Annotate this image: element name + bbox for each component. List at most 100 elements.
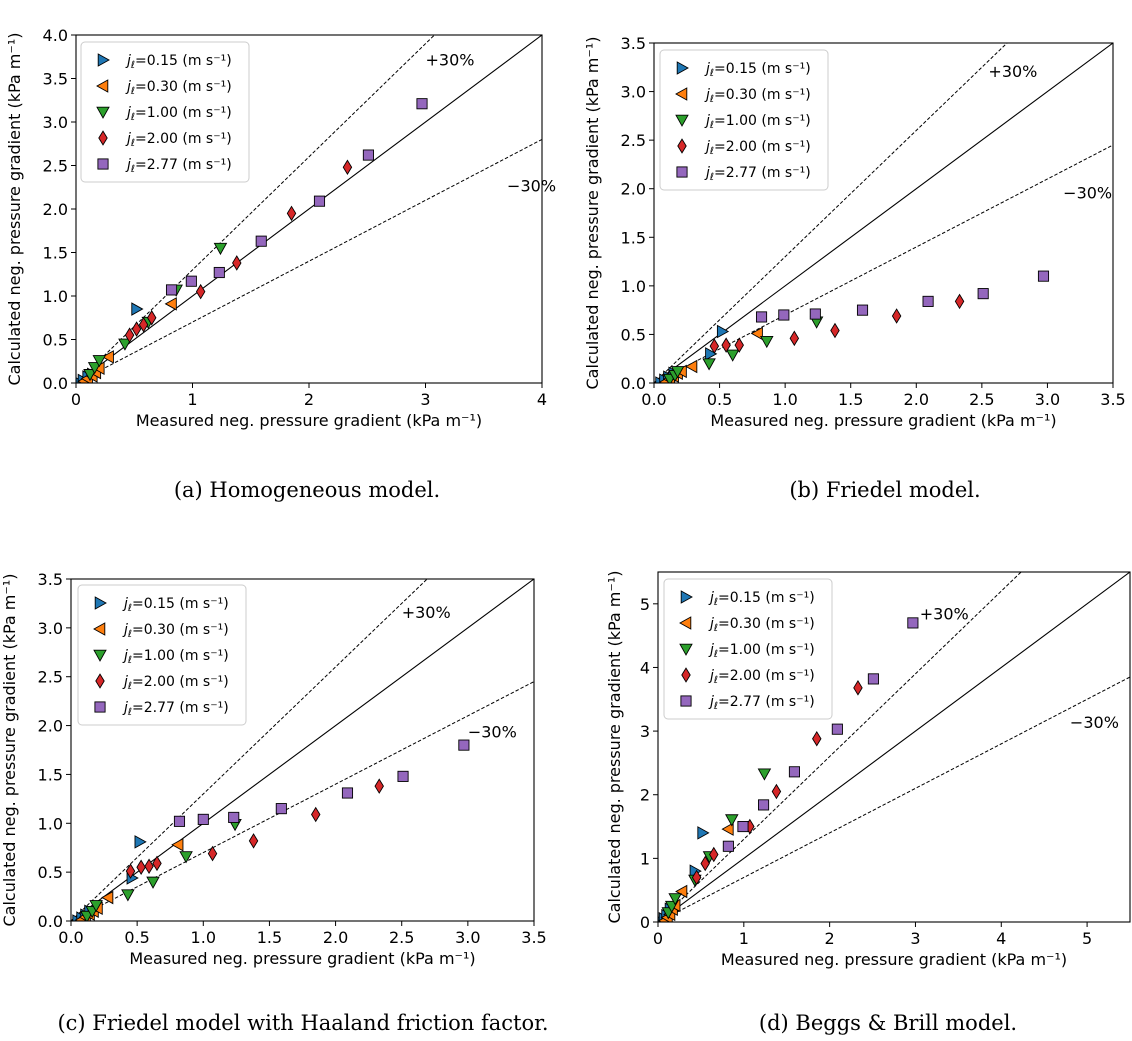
y-tick-label: 1.0	[43, 287, 68, 306]
legend: jℓ=0.15 (m s⁻¹) jℓ=0.30 (m s⁻¹) jℓ=1.00 (m…	[659, 49, 829, 191]
x-tick-label: 2	[825, 929, 835, 948]
legend-box	[80, 41, 250, 183]
data-point	[716, 324, 730, 339]
legend-marker	[93, 622, 106, 636]
legend-marker	[95, 673, 105, 689]
y-axis-label: Calculated neg. pressure gradient (kPa m…	[605, 571, 624, 924]
percent-annotation: +30%	[426, 50, 475, 69]
parity-line	[654, 43, 1113, 383]
parity-line	[76, 35, 542, 383]
x-tick-label: 1.0	[191, 928, 216, 947]
data-point	[1037, 270, 1050, 282]
legend-marker	[676, 61, 689, 75]
data-point	[101, 350, 114, 364]
data-point	[374, 778, 384, 794]
minus-30-line	[654, 144, 1113, 383]
legend-marker	[681, 667, 691, 683]
plus-30-line	[71, 579, 428, 921]
x-axis-label: Measured neg. pressure gradient (kPa m⁻¹…	[129, 949, 475, 968]
axes-frame	[657, 571, 1131, 923]
y-tick-label: 3.5	[38, 570, 63, 589]
y-tick-label: 2.5	[43, 157, 68, 176]
data-point	[341, 787, 354, 799]
plus-30-line	[658, 572, 1022, 922]
data-point	[856, 304, 869, 316]
data-point	[721, 337, 731, 353]
data-point	[458, 739, 470, 751]
x-tick-label: 2.0	[904, 390, 929, 409]
x-tick-label: 3	[910, 929, 920, 948]
data-point	[125, 863, 136, 879]
data-point	[83, 369, 97, 382]
data-point	[789, 330, 800, 347]
panel-caption: (b) Friedel model.	[789, 478, 980, 502]
panel-b: 0.0 0.5 1.0 1.5 2.0 2.5 3.0 3.5 0.0 0.5 1.0 1.5 2.0 2…	[583, 34, 1126, 502]
data-point	[700, 855, 710, 872]
x-tick-label: 2.5	[969, 390, 994, 409]
y-axis-label: Calculated neg. pressure gradient (kPa m…	[0, 574, 19, 927]
x-tick-label: 2.5	[389, 928, 414, 947]
y-tick-label: 2.5	[621, 131, 646, 150]
x-tick-label: 5	[1082, 929, 1092, 948]
data-point	[709, 846, 719, 863]
legend-label: jℓ=2.77 (m s⁻¹)	[122, 700, 229, 718]
y-tick-label: 4	[640, 658, 650, 677]
data-point	[164, 297, 177, 311]
legend-marker	[676, 166, 688, 178]
legend: jℓ=0.15 (m s⁻¹) jℓ=0.30 (m s⁻¹) jℓ=1.00 (m…	[77, 584, 247, 726]
panel-caption: (d) Beggs & Brill model.	[759, 1011, 1017, 1035]
data-point	[922, 295, 934, 307]
data-point	[185, 275, 197, 287]
x-tick-label: 3.0	[455, 928, 480, 947]
data-point	[812, 730, 822, 747]
y-tick-label: 3	[640, 722, 650, 741]
data-point	[702, 358, 716, 371]
x-tick-label: 3.0	[1035, 390, 1060, 409]
axes-frame	[653, 42, 1114, 384]
x-tick-label: 0	[653, 929, 663, 948]
data-point	[131, 321, 142, 337]
x-tick-label: 4	[996, 929, 1006, 948]
y-tick-label: 0	[640, 913, 650, 932]
data-point	[213, 242, 228, 256]
panel-c: 0.0 0.5 1.0 1.5 2.0 2.5 3.0 3.5 0.0 0.5 1.0 1.5 2.0 2…	[0, 570, 549, 1035]
data-point	[721, 822, 734, 836]
data-point	[146, 309, 157, 326]
data-point	[725, 349, 740, 362]
legend-box	[659, 49, 829, 191]
plot-area	[71, 579, 534, 921]
data-point	[311, 806, 321, 823]
percent-annotation: −30%	[1063, 183, 1112, 202]
x-tick-label: 4	[537, 390, 547, 409]
data-point	[213, 266, 225, 279]
data-point	[697, 826, 710, 840]
legend-marker	[94, 701, 106, 713]
data-point	[788, 766, 801, 778]
y-tick-label: 2.0	[38, 717, 63, 736]
y-tick-label: 3.0	[38, 619, 63, 638]
percent-annotation: +30%	[988, 62, 1037, 81]
data-point	[397, 770, 409, 782]
data-point	[342, 159, 353, 176]
legend-marker	[97, 53, 110, 67]
x-tick-label: 0.5	[707, 390, 732, 409]
y-tick-label: 1.0	[621, 277, 646, 296]
data-point	[416, 98, 428, 110]
data-point	[867, 673, 879, 685]
data-point	[207, 845, 218, 862]
data-point	[134, 835, 147, 849]
data-point	[195, 283, 206, 300]
y-tick-label: 1.5	[43, 244, 68, 263]
percent-annotation: −30%	[468, 722, 517, 741]
panel-a: 0 1 2 3 4 0.0 0.5 1.0 1.5 2.0 2.5 3.0 3.5 4.0 Measured…	[5, 26, 556, 502]
legend-box	[77, 584, 247, 726]
legend-marker	[677, 138, 687, 154]
percent-annotation: −30%	[507, 177, 556, 196]
data-point	[121, 889, 135, 902]
x-tick-label: 1	[739, 929, 749, 948]
legend-label: jℓ=2.77 (m s⁻¹)	[708, 694, 815, 712]
y-tick-label: 0.5	[38, 863, 63, 882]
y-tick-label: 0.5	[43, 331, 68, 350]
y-axis-label: Calculated neg. pressure gradient (kPa m…	[583, 37, 602, 390]
x-axis-label: Measured neg. pressure gradient (kPa m⁻¹…	[721, 950, 1067, 969]
